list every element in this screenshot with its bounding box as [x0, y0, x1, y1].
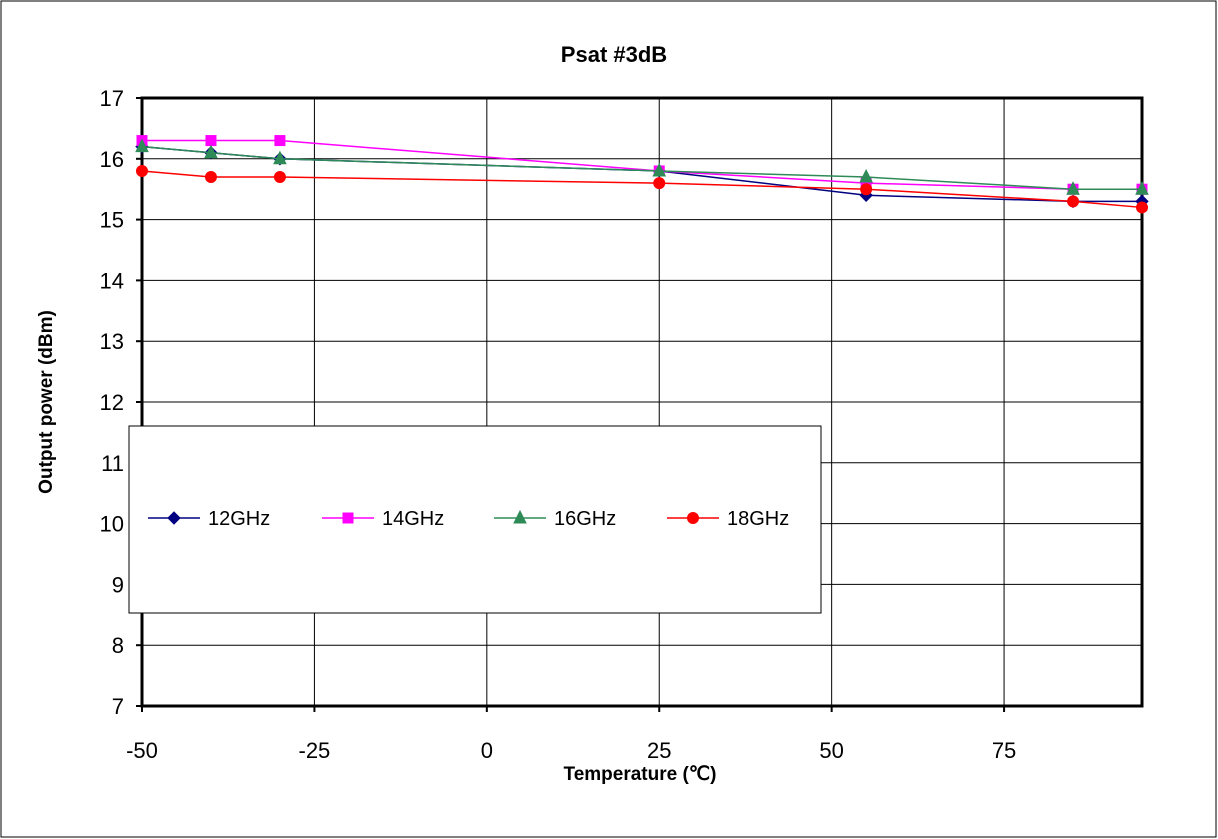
data-point: [204, 171, 217, 184]
legend-marker: [513, 509, 527, 524]
legend: 12GHz 14GHz 16GHz 18GHz: [128, 425, 822, 614]
gridlines: [142, 98, 1142, 706]
y-tick-label: 16: [100, 147, 124, 172]
y-tick-label: 13: [100, 329, 124, 354]
y-tick-label: 10: [100, 512, 124, 537]
legend-marker: [342, 512, 354, 524]
data-point: [204, 144, 218, 159]
legend-item: 18GHz: [667, 508, 789, 530]
series-18GHz: [136, 164, 1148, 214]
y-tick-label: 9: [112, 572, 124, 597]
chart-title: Psat #3dB: [561, 42, 667, 67]
y-tick-label: 12: [100, 390, 124, 415]
data-point: [1067, 195, 1080, 208]
legend-marker: [167, 511, 181, 525]
data-point: [1066, 181, 1080, 195]
data-point: [652, 162, 667, 177]
legend-label: 12GHz: [208, 508, 270, 530]
x-axis-ticks: -50 -25 0 25 50 75: [126, 706, 1016, 763]
x-tick-label: -50: [126, 738, 158, 763]
y-tick-label: 11: [101, 451, 124, 476]
legend-item: 14GHz: [322, 508, 444, 530]
data-point: [273, 171, 286, 184]
series-layer: [135, 135, 1149, 214]
x-tick-label: 25: [647, 738, 671, 763]
legend-item: 12GHz: [148, 508, 270, 530]
data-point: [860, 183, 873, 196]
y-axis-ticks: 7 8 9 10 11 12 13 14 15 16 17: [100, 86, 142, 719]
y-tick-label: 17: [100, 86, 124, 111]
y-axis-title: Output power (dBm): [36, 310, 57, 494]
data-point: [653, 177, 666, 190]
y-tick-label: 14: [100, 268, 124, 293]
y-tick-label: 8: [112, 633, 124, 658]
legend-marker: [687, 512, 699, 524]
legend-box: [128, 425, 822, 614]
data-point: [1135, 181, 1149, 195]
x-tick-label: 50: [819, 738, 843, 763]
legend-label: 16GHz: [554, 508, 616, 530]
legend-label: 18GHz: [727, 508, 789, 530]
data-point: [205, 135, 217, 147]
data-point: [274, 135, 286, 147]
x-axis-title: Temperature (℃): [564, 764, 717, 785]
data-point: [859, 168, 873, 183]
legend-label: 14GHz: [382, 508, 444, 530]
data-point: [273, 150, 287, 165]
y-tick-label: 7: [112, 694, 124, 719]
data-point: [136, 164, 148, 177]
x-tick-label: -25: [299, 738, 331, 763]
series-16GHz: [135, 138, 1149, 195]
legend-item: 16GHz: [494, 508, 616, 530]
data-point: [1136, 201, 1148, 214]
x-tick-label: 0: [481, 738, 493, 763]
y-tick-label: 15: [100, 208, 124, 233]
x-tick-label: 75: [992, 738, 1016, 763]
data-point: [135, 138, 149, 153]
